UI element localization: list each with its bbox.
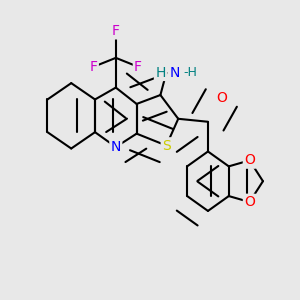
Text: F: F xyxy=(89,60,98,74)
Text: O: O xyxy=(244,195,255,209)
Text: S: S xyxy=(162,139,171,152)
Text: H: H xyxy=(155,66,166,80)
Text: O: O xyxy=(216,91,227,105)
Text: -H: -H xyxy=(183,66,197,79)
Text: F: F xyxy=(134,60,142,74)
Text: N: N xyxy=(111,140,121,154)
Text: N: N xyxy=(170,66,181,80)
Text: F: F xyxy=(112,24,120,38)
Text: O: O xyxy=(244,153,255,167)
